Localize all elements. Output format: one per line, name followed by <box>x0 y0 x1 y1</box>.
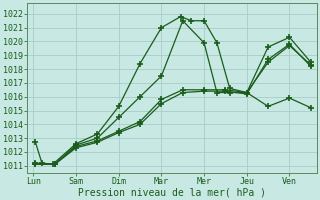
X-axis label: Pression niveau de la mer( hPa ): Pression niveau de la mer( hPa ) <box>78 187 266 197</box>
